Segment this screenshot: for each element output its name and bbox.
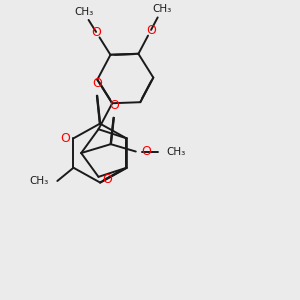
Text: CH₃: CH₃: [152, 4, 172, 14]
Text: O: O: [92, 77, 102, 90]
Text: O: O: [141, 145, 151, 158]
Text: O: O: [60, 132, 70, 145]
Text: CH₃: CH₃: [166, 146, 185, 157]
Text: O: O: [109, 99, 119, 112]
Text: O: O: [92, 26, 101, 39]
Text: CH₃: CH₃: [30, 176, 49, 186]
Text: CH₃: CH₃: [74, 7, 93, 17]
Text: O: O: [146, 24, 156, 37]
Text: O: O: [102, 173, 112, 186]
